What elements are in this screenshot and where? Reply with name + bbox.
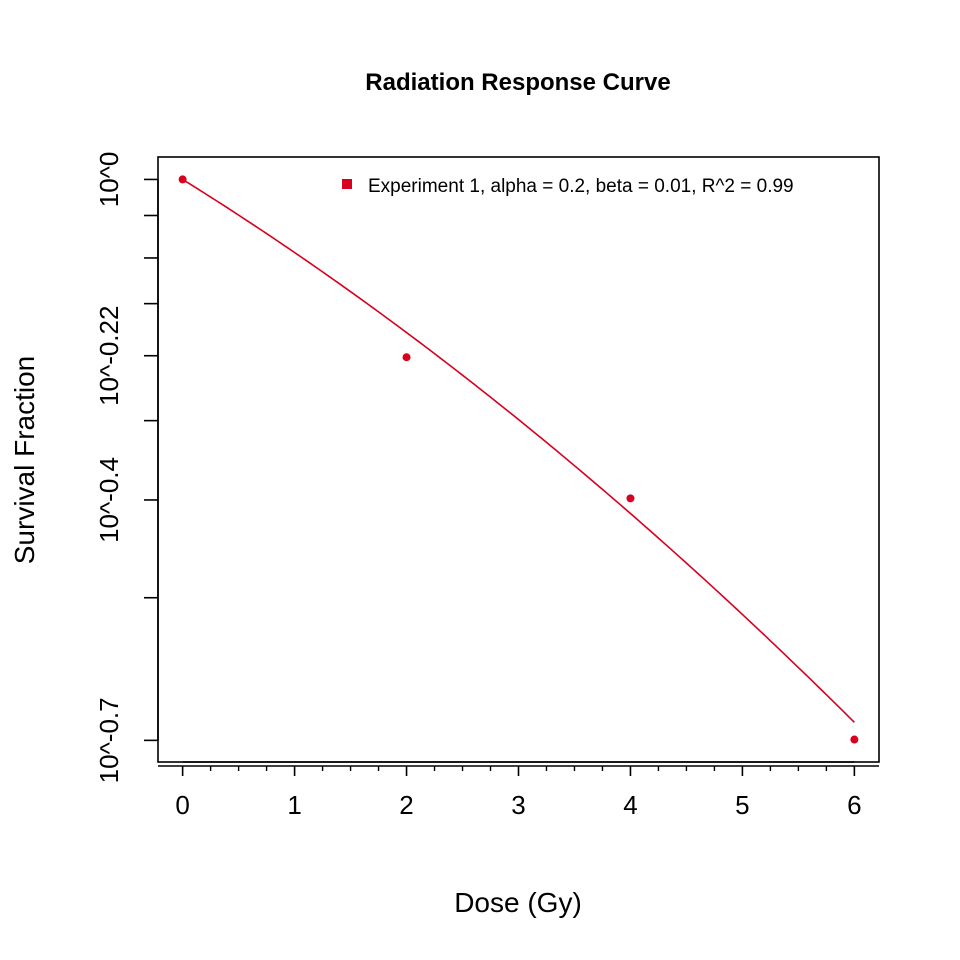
- y-tick-label: 10^-0.7: [94, 697, 124, 783]
- y-tick-label: 10^0: [94, 152, 124, 208]
- x-tick-label: 1: [287, 790, 301, 820]
- x-tick-label: 4: [623, 790, 637, 820]
- points-layer: [178, 175, 859, 744]
- x-axis: 0 1 2 3 4 5 6: [158, 761, 879, 820]
- y-axis-label: Survival Fraction: [9, 356, 40, 565]
- data-point: [850, 735, 859, 744]
- fit-line: [182, 178, 855, 723]
- x-tick-label: 3: [511, 790, 525, 820]
- x-axis-label: Dose (Gy): [454, 887, 582, 918]
- plot-frame: [157, 156, 880, 763]
- chart-title: Radiation Response Curve: [365, 69, 670, 96]
- y-tick-label: 10^-0.4: [94, 457, 124, 543]
- data-point: [178, 175, 187, 184]
- y-tick-label: 10^-0.22: [94, 306, 124, 406]
- legend-swatch: [342, 179, 352, 189]
- x-tick-label: 0: [175, 790, 189, 820]
- x-tick-label: 6: [847, 790, 861, 820]
- legend: Experiment 1, alpha = 0.2, beta = 0.01, …: [342, 176, 794, 197]
- x-tick-label: 5: [735, 790, 749, 820]
- data-point: [402, 353, 411, 362]
- y-axis: 10^0 10^-0.22 10^-0.4 10^-0.7: [94, 152, 159, 783]
- legend-entry: Experiment 1, alpha = 0.2, beta = 0.01, …: [368, 176, 794, 197]
- data-point: [626, 494, 635, 503]
- fit-layer: [182, 178, 855, 723]
- x-tick-label: 2: [399, 790, 413, 820]
